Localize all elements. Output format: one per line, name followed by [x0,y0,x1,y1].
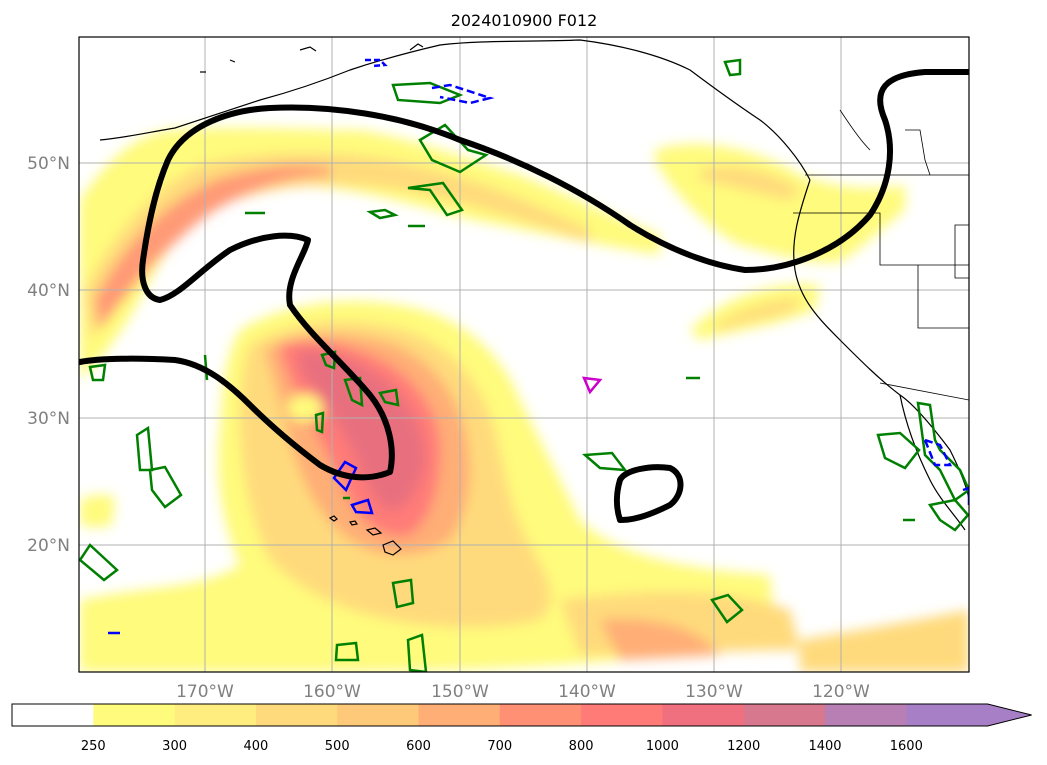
shaded-field [80,127,969,672]
lat-label-20n: 20°N [27,536,70,556]
colorbar-tick-label: 500 [325,739,350,754]
lon-label-140w: 140°W [558,682,616,702]
lon-labels: 170°W 160°W 150°W 140°W 130°W 120°W [176,682,870,702]
colorbar-extend-arrow [987,704,1032,726]
lon-label-170w: 170°W [176,682,234,702]
blue-contours [108,58,969,635]
colorbar-segment [255,704,338,726]
colorbar-segment [581,704,663,726]
colorbar-tick-label: 1600 [890,739,923,754]
colorbar-segment [418,704,501,726]
lat-label-30n: 30°N [27,409,70,429]
colorbar-segment [337,704,419,726]
colorbar-tick-label: 800 [569,739,594,754]
colorbar-tick-label: 1400 [808,739,841,754]
colorbar-tick-label: 300 [162,739,187,754]
lon-label-160w: 160°W [303,682,361,702]
colorbar-segment [662,704,745,726]
lon-label-130w: 130°W [685,682,743,702]
map-frame [78,36,970,673]
lon-label-150w: 150°W [431,682,489,702]
magenta-contour [581,376,603,395]
colorbar-tick-label: 600 [406,739,431,754]
colorbar-segment [825,704,907,726]
colorbar-segment [93,704,176,726]
map-area [79,37,969,672]
thick-contours [79,69,969,523]
lat-label-50n: 50°N [27,154,70,174]
colorbar-segment [174,704,257,726]
colorbar-segment [12,704,94,726]
colorbar-segment [743,704,826,726]
lat-labels: 50°N 40°N 30°N 20°N [27,154,70,556]
colorbar-segment [906,704,989,726]
colorbar-tick-label: 1000 [646,739,679,754]
lat-label-40n: 40°N [27,281,70,301]
colorbar-tick-label: 1200 [727,739,760,754]
colorbar-segment [499,704,582,726]
colorbar: 250 300 400 500 600 700 800 1000 1200 1400 1600 [11,703,1032,754]
coastlines [99,39,969,556]
colorbar-tick-label: 250 [81,739,106,754]
colorbar-tick-label: 400 [243,739,268,754]
colorbar-outline [11,703,1032,727]
colorbar-tick-label: 700 [487,739,512,754]
lon-label-120w: 120°W [812,682,870,702]
map-title: 2024010900 F012 [451,11,598,30]
